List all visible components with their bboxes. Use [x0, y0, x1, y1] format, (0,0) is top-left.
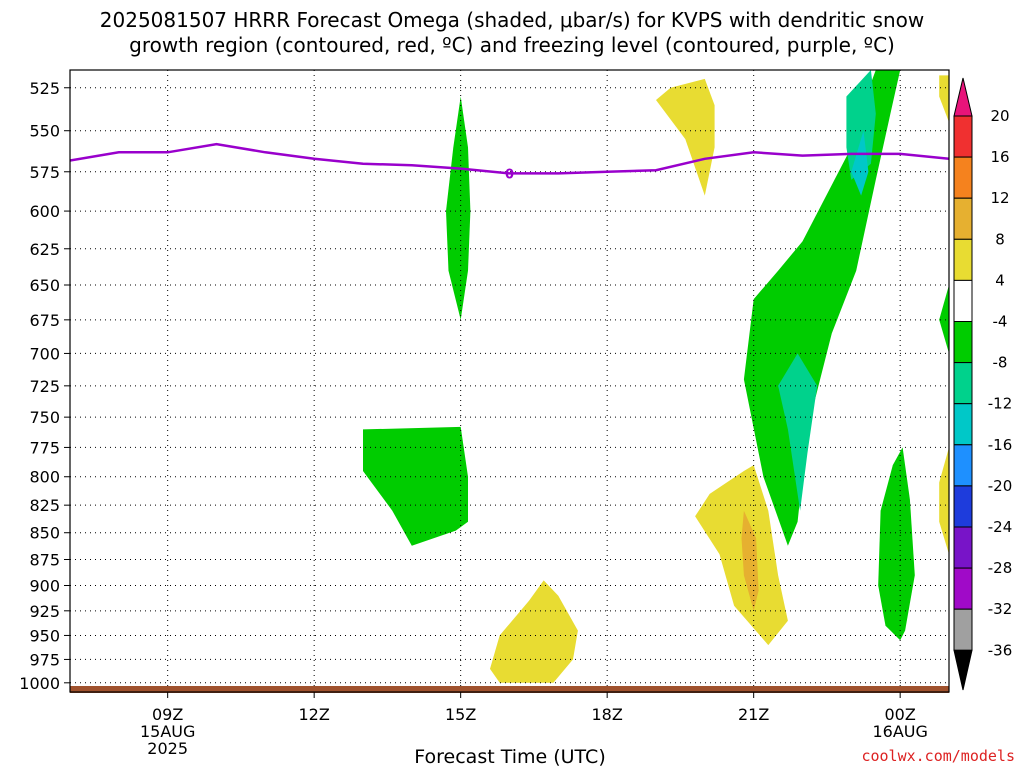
omega-region-12 — [741, 510, 759, 611]
x-tick-year-09Z: 2025 — [147, 739, 188, 758]
plot-area: 0 — [69, 69, 950, 693]
colorbar-bottom-cap — [953, 649, 973, 691]
colorbar-label-12: -32 — [988, 600, 1013, 618]
freezing-level-label: 0 — [505, 167, 514, 182]
x-axis-title: Forecast Time (UTC) — [414, 746, 605, 768]
omega-region-6 — [851, 130, 869, 196]
colorbar-label-13: -36 — [988, 641, 1013, 659]
x-tick-label-18Z: 18Z — [592, 705, 623, 724]
omega-region-13 — [490, 580, 578, 683]
colorbar-label-2: 12 — [990, 189, 1009, 207]
colorbar-label-11: -28 — [988, 559, 1013, 577]
x-tick-label-00Z: 00Z — [885, 705, 916, 724]
colorbar-label-8: -16 — [988, 436, 1013, 454]
colorbar-label-1: 16 — [990, 148, 1009, 166]
y-tick-label-575: 575 — [29, 163, 60, 182]
colorbar-segment-4 — [953, 238, 973, 281]
y-tick-label-1000: 1000 — [19, 674, 60, 693]
gridlines — [70, 70, 949, 692]
omega-region-8 — [656, 78, 715, 196]
colorbar-label-6: -8 — [993, 354, 1008, 372]
y-tick-label-900: 900 — [29, 577, 60, 596]
colorbar-segment-11 — [953, 526, 973, 569]
freezing-level-line — [70, 142, 949, 175]
y-tick-label-750: 750 — [29, 408, 60, 427]
freezing-level-layer: 0 — [70, 142, 949, 182]
colorbar-label-5: -4 — [993, 313, 1008, 331]
omega-region-3 — [878, 447, 915, 641]
colorbar-label-7: -12 — [988, 395, 1013, 413]
y-tick-label-850: 850 — [29, 524, 60, 543]
omega-region-9 — [939, 75, 949, 123]
y-tick-label-700: 700 — [29, 344, 60, 363]
y-tick-label-725: 725 — [29, 377, 60, 396]
omega-region-1 — [363, 426, 468, 546]
x-tick-label-12Z: 12Z — [299, 705, 330, 724]
chart-title-line1: 2025081507 HRRR Forecast Omega (shaded, … — [100, 8, 924, 32]
y-tick-label-775: 775 — [29, 438, 60, 457]
y-tick-label-975: 975 — [29, 650, 60, 669]
x-tick-label-21Z: 21Z — [738, 705, 769, 724]
omega-shading-layer — [363, 70, 949, 683]
colorbar-label-10: -24 — [988, 518, 1013, 536]
colorbar-segment-10 — [953, 485, 973, 528]
credit-text: coolwx.com/models — [861, 747, 1015, 765]
x-tick-date-00Z: 16AUG — [872, 722, 927, 741]
y-tick-label-525: 525 — [29, 79, 60, 98]
colorbar-label-4: 4 — [995, 271, 1005, 289]
colorbar-segment-6 — [953, 321, 973, 364]
omega-region-2 — [743, 70, 901, 546]
omega-region-0 — [446, 96, 471, 320]
colorbar-segment-8 — [953, 403, 973, 446]
colorbar-segment-2 — [953, 156, 973, 199]
chart-title-line2: growth region (contoured, red, ºC) and f… — [129, 33, 895, 57]
colorbar-segment-13 — [953, 608, 973, 651]
y-axis: 525 550 575 600 625 650 675 700 725 750 775 800 825 8… — [19, 79, 70, 693]
colorbar-segment-9 — [953, 444, 973, 487]
colorbar-label-3: 8 — [995, 230, 1005, 248]
y-tick-label-650: 650 — [29, 276, 60, 295]
omega-region-4 — [939, 285, 949, 354]
y-tick-label-600: 600 — [29, 202, 60, 221]
omega-region-7 — [778, 353, 818, 511]
x-tick-date-09Z: 15AUG — [140, 722, 195, 741]
omega-region-10 — [939, 447, 949, 555]
y-tick-label-925: 925 — [29, 602, 60, 621]
colorbar-segment-5 — [953, 279, 973, 322]
colorbar-top-cap — [953, 77, 973, 117]
colorbar-label-9: -20 — [988, 477, 1013, 495]
colorbar-label-0: 20 — [990, 107, 1009, 125]
x-tick-label-15Z: 15Z — [445, 705, 476, 724]
plot-frame — [69, 69, 950, 693]
y-tick-label-825: 825 — [29, 496, 60, 515]
y-tick-label-625: 625 — [29, 240, 60, 259]
colorbar-segment-3 — [953, 197, 973, 240]
colorbar-segment-7 — [953, 362, 973, 405]
y-tick-label-950: 950 — [29, 626, 60, 645]
y-tick-label-675: 675 — [29, 311, 60, 330]
ground-surface-band — [70, 686, 949, 693]
colorbar-segment-12 — [953, 567, 973, 610]
y-tick-label-550: 550 — [29, 122, 60, 141]
omega-region-5 — [846, 70, 876, 180]
y-tick-label-875: 875 — [29, 550, 60, 569]
x-tick-label-09Z: 09Z — [152, 705, 183, 724]
colorbar: 20 16 12 8 4 -4 -8 -12 -16 -20 -24 -28 -32 -36 — [953, 77, 1013, 691]
colorbar-segment-1 — [953, 115, 973, 158]
omega-region-11 — [695, 465, 788, 646]
y-tick-label-800: 800 — [29, 468, 60, 487]
